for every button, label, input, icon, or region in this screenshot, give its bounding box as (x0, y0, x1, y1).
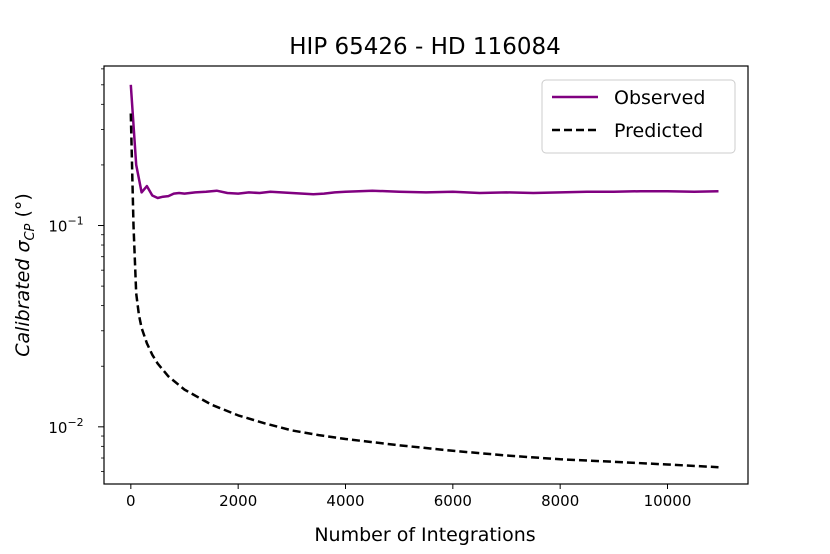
series-line-predicted (129, 113, 719, 469)
legend-label-predicted: Predicted (614, 120, 703, 142)
x-tick-label: 8000 (541, 492, 579, 510)
y-axis-label-sub: CP (23, 223, 38, 240)
series-layer (129, 84, 719, 469)
y-axis-label-unit: (°) (12, 193, 34, 223)
y-axis-label-main: Calibrated σ (12, 240, 34, 357)
x-axis-ticks: 0 2000 4000 6000 8000 10000 (126, 484, 691, 510)
x-tick-label: 6000 (434, 492, 472, 510)
y-tick-label: 10−2 (48, 416, 83, 437)
chart-title: HIP 65426 - HD 116084 (289, 34, 560, 60)
plot-frame (103, 65, 749, 485)
y-axis-ticks: 10−1 10−2 (48, 68, 104, 472)
y-tick-label: 10−1 (48, 215, 83, 236)
legend: Observed Predicted (541, 79, 736, 154)
x-tick-label: 4000 (326, 492, 364, 510)
x-axis-label: Number of Integrations (314, 524, 535, 546)
series-line-observed (129, 84, 719, 200)
legend-label-observed: Observed (614, 87, 705, 109)
x-tick-label: 0 (126, 492, 136, 510)
x-tick-label: 2000 (219, 492, 257, 510)
y-axis-label: Calibrated σCP (°) (12, 193, 38, 357)
x-tick-label: 10000 (644, 492, 692, 510)
